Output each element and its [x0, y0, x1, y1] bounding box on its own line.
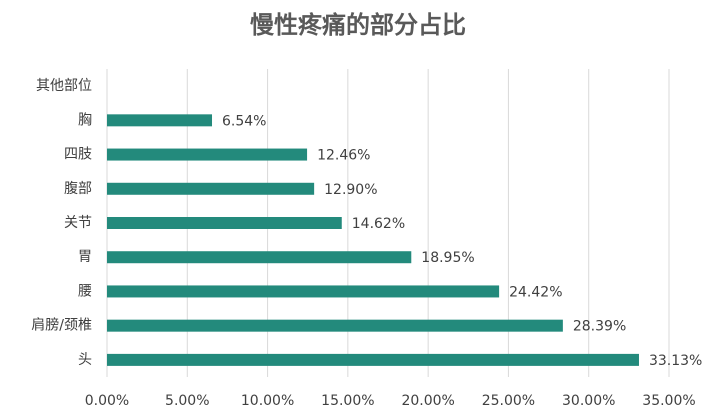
- value-label: 12.90%: [324, 182, 377, 198]
- x-tick-label: 5.00%: [165, 393, 209, 409]
- x-tick-label: 35.00%: [642, 393, 695, 409]
- value-label: 12.46%: [317, 148, 370, 164]
- chart-title: 慢性疼痛的部分占比: [250, 11, 466, 39]
- value-label: 33.13%: [649, 353, 702, 369]
- value-label: 18.95%: [421, 250, 474, 266]
- y-tick-label: 头: [78, 352, 92, 368]
- bar: [107, 114, 213, 127]
- y-tick-label: 其他部位: [36, 78, 92, 94]
- y-tick-label: 胃: [78, 249, 92, 265]
- bar: [107, 217, 342, 229]
- bar: [107, 353, 639, 366]
- x-tick-label: 15.00%: [321, 393, 374, 409]
- value-label: 6.54%: [222, 113, 266, 129]
- y-tick-label: 关节: [64, 215, 92, 231]
- bar: [107, 251, 412, 264]
- value-label: 28.39%: [573, 319, 626, 335]
- value-label: 14.62%: [352, 216, 405, 232]
- y-tick-label: 四肢: [64, 147, 92, 163]
- y-tick-label: 胸: [78, 112, 92, 128]
- value-label: 24.42%: [509, 284, 562, 300]
- x-tick-label: 25.00%: [482, 393, 535, 409]
- y-tick-label: 腰: [78, 283, 92, 299]
- x-tick-label: 30.00%: [562, 393, 615, 409]
- bar: [107, 319, 563, 332]
- bar: [107, 285, 500, 298]
- bar: [107, 148, 308, 161]
- x-tick-label: 10.00%: [241, 393, 294, 409]
- bar: [107, 182, 315, 195]
- x-tick-label: 20.00%: [401, 393, 454, 409]
- x-tick-label: 0.00%: [85, 393, 129, 409]
- y-tick-label: 肩膀/颈椎: [31, 317, 92, 334]
- y-tick-label: 腹部: [64, 180, 92, 197]
